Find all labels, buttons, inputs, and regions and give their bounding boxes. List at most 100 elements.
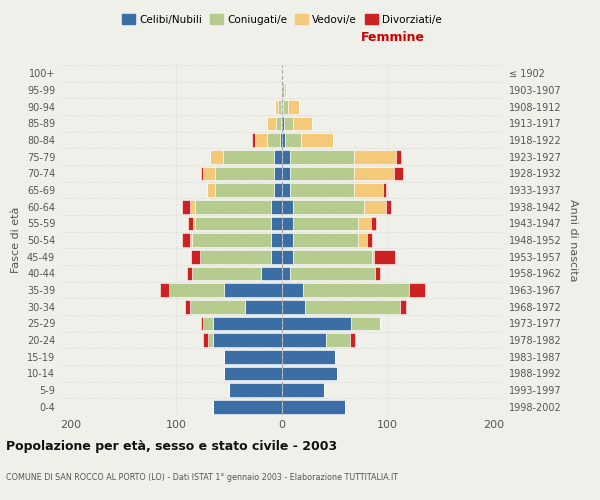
Bar <box>215 166 274 180</box>
Bar <box>290 183 354 197</box>
Bar <box>372 250 374 264</box>
Bar <box>274 166 282 180</box>
Bar <box>282 333 326 347</box>
Bar <box>282 166 290 180</box>
Bar <box>290 266 375 280</box>
Bar <box>282 100 283 114</box>
Bar <box>282 133 285 147</box>
Bar <box>271 200 282 213</box>
Bar <box>190 233 192 247</box>
Bar <box>207 183 215 197</box>
Bar <box>261 266 282 280</box>
Bar <box>187 266 192 280</box>
Bar <box>223 150 274 164</box>
Bar <box>191 250 200 264</box>
Bar <box>293 200 364 213</box>
Bar <box>188 216 193 230</box>
Bar <box>282 316 351 330</box>
Bar <box>290 150 354 164</box>
Bar <box>305 300 400 314</box>
Bar <box>190 300 245 314</box>
Bar <box>267 116 275 130</box>
Bar <box>160 283 169 297</box>
Bar <box>282 300 305 314</box>
Bar <box>190 200 196 213</box>
Bar <box>386 200 391 213</box>
Bar <box>354 150 396 164</box>
Bar <box>224 366 282 380</box>
Bar <box>274 150 282 164</box>
Bar <box>282 216 293 230</box>
Bar <box>203 333 208 347</box>
Bar <box>293 233 358 247</box>
Bar <box>364 200 386 213</box>
Bar <box>224 283 282 297</box>
Bar <box>383 183 386 197</box>
Bar <box>367 233 372 247</box>
Bar <box>267 133 280 147</box>
Bar <box>354 166 394 180</box>
Text: Popolazione per età, sesso e stato civile - 2003: Popolazione per età, sesso e stato civil… <box>6 440 337 453</box>
Bar <box>193 216 196 230</box>
Bar <box>409 283 425 297</box>
Bar <box>203 166 215 180</box>
Bar <box>253 133 254 147</box>
Bar <box>275 100 278 114</box>
Bar <box>271 216 282 230</box>
Bar <box>282 400 346 413</box>
Bar <box>213 316 282 330</box>
Bar <box>282 283 303 297</box>
Y-axis label: Fasce di età: Fasce di età <box>11 207 21 273</box>
Bar <box>285 133 301 147</box>
Bar <box>289 100 299 114</box>
Bar <box>278 100 281 114</box>
Bar <box>200 166 203 180</box>
Bar <box>271 233 282 247</box>
Bar <box>284 116 293 130</box>
Bar <box>394 166 403 180</box>
Bar <box>280 133 282 147</box>
Bar <box>284 83 286 97</box>
Bar <box>282 350 335 364</box>
Bar <box>254 133 267 147</box>
Bar <box>303 283 409 297</box>
Bar <box>282 250 293 264</box>
Bar <box>271 250 282 264</box>
Bar <box>358 233 367 247</box>
Bar <box>290 166 354 180</box>
Bar <box>185 300 190 314</box>
Bar <box>375 266 380 280</box>
Bar <box>213 400 282 413</box>
Bar <box>192 266 261 280</box>
Bar <box>282 383 324 397</box>
Bar <box>281 116 282 130</box>
Legend: Celibi/Nubili, Coniugati/e, Vedovi/e, Divorziati/e: Celibi/Nubili, Coniugati/e, Vedovi/e, Di… <box>118 10 446 29</box>
Bar <box>282 116 284 130</box>
Bar <box>208 333 213 347</box>
Bar <box>371 216 376 230</box>
Bar <box>169 283 224 297</box>
Bar <box>229 383 282 397</box>
Bar <box>200 250 271 264</box>
Bar <box>274 183 282 197</box>
Bar <box>196 200 271 213</box>
Bar <box>351 316 380 330</box>
Bar <box>374 250 395 264</box>
Bar <box>293 216 358 230</box>
Bar <box>282 366 337 380</box>
Bar <box>400 300 406 314</box>
Bar <box>354 183 383 197</box>
Bar <box>283 100 289 114</box>
Bar <box>396 150 401 164</box>
Bar <box>293 250 372 264</box>
Bar <box>210 150 223 164</box>
Bar <box>192 233 271 247</box>
Bar <box>301 133 333 147</box>
Bar <box>245 300 282 314</box>
Bar <box>326 333 350 347</box>
Bar <box>213 333 282 347</box>
Bar <box>282 233 293 247</box>
Bar <box>203 316 213 330</box>
Bar <box>350 333 355 347</box>
Bar <box>282 150 290 164</box>
